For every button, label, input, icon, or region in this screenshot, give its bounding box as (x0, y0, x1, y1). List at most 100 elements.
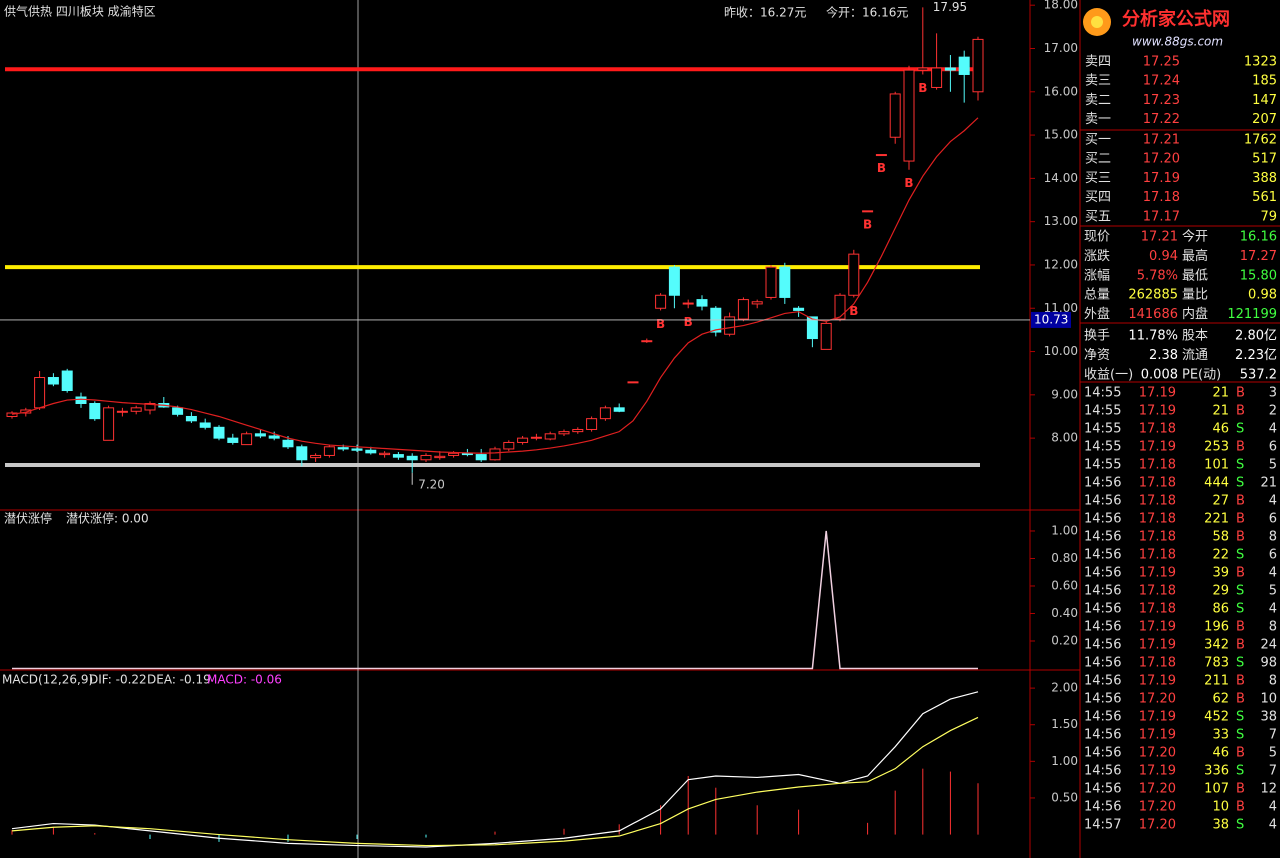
trade-time: 14:56 (1084, 638, 1121, 653)
y-tick-label: 10.00 (1044, 344, 1078, 358)
annotation: 昨收：16.27元 (724, 6, 806, 20)
trade-time: 14:56 (1084, 728, 1121, 743)
macd-value: MACD: -0.06 (207, 673, 282, 687)
candle-body (793, 307, 805, 311)
macd-line (11, 716, 979, 847)
y-tick-label: 2.00 (1051, 681, 1078, 695)
trade-volume: 86 (1212, 602, 1229, 617)
book-volume: 388 (1252, 171, 1277, 186)
stat-label: 流通 (1182, 348, 1208, 363)
trade-price: 17.20 (1139, 746, 1176, 761)
book-volume: 207 (1252, 112, 1277, 127)
trade-side: B (1236, 638, 1245, 653)
candle-body (310, 454, 322, 459)
candle-body (365, 449, 377, 454)
candle-body (199, 422, 211, 428)
book-price: 17.22 (1143, 112, 1180, 127)
y-tick-label: 1.50 (1051, 717, 1078, 731)
candle-body (503, 441, 515, 450)
trade-volume: 101 (1204, 458, 1229, 473)
y-tick-label: 13.00 (1044, 214, 1078, 228)
trade-count: 4 (1269, 422, 1277, 437)
candle-body (862, 210, 874, 213)
y-tick-label: 0.20 (1051, 633, 1078, 647)
ma-line (11, 117, 979, 454)
candle-body (627, 381, 639, 384)
low-label: 7.20 (418, 477, 445, 491)
stat-label: 涨幅 (1084, 268, 1110, 283)
trade-price: 17.18 (1139, 530, 1176, 545)
panel-value: 潜伏涨停: 0.00 (66, 511, 149, 526)
book-price: 17.19 (1143, 171, 1180, 186)
candle-body (351, 448, 363, 451)
book-label: 买四 (1085, 190, 1111, 205)
candle-body (848, 253, 860, 296)
candle-body (572, 428, 584, 433)
trade-count: 38 (1260, 710, 1277, 725)
trade-volume: 27 (1212, 494, 1229, 509)
candle-body (406, 455, 418, 461)
trade-price: 17.19 (1139, 638, 1176, 653)
book-volume: 185 (1252, 74, 1277, 89)
trade-price: 17.19 (1139, 674, 1176, 689)
stat-label: 收益(一) (1084, 367, 1133, 382)
trade-volume: 21 (1212, 404, 1229, 419)
y-tick-label: 12.00 (1044, 257, 1078, 271)
trade-side: B (1236, 674, 1245, 689)
trade-time: 14:56 (1084, 764, 1121, 779)
candle-body (696, 299, 708, 307)
trade-price: 17.18 (1139, 656, 1176, 671)
stat-value: 17.21 (1141, 230, 1178, 245)
trade-price: 17.18 (1139, 458, 1176, 473)
candle-body (434, 455, 446, 459)
trade-count: 24 (1260, 638, 1277, 653)
trade-time: 14:56 (1084, 602, 1121, 617)
trade-price: 17.19 (1139, 728, 1176, 743)
stat-label: 外盘 (1084, 306, 1110, 322)
candle-body (103, 407, 115, 441)
stat-value: 2.80亿 (1235, 329, 1277, 344)
candle-body (751, 301, 763, 305)
trade-time: 14:56 (1084, 476, 1121, 491)
trade-volume: 39 (1212, 566, 1229, 581)
stat-label: 今开 (1182, 229, 1208, 245)
stat-label: 换手 (1084, 329, 1110, 344)
trade-side: S (1236, 476, 1244, 491)
book-label: 卖一 (1085, 112, 1111, 127)
trade-side: B (1236, 440, 1245, 455)
stat-value: 17.27 (1240, 249, 1277, 264)
logo-icon (1091, 16, 1103, 28)
y-tick-label: 1.00 (1051, 523, 1078, 537)
trade-count: 8 (1269, 530, 1277, 545)
book-volume: 1323 (1244, 55, 1277, 70)
trade-count: 7 (1269, 728, 1277, 743)
trade-side: B (1236, 530, 1245, 545)
trade-volume: 196 (1204, 620, 1229, 635)
trade-price: 17.18 (1139, 512, 1176, 527)
trade-time: 14:56 (1084, 512, 1121, 527)
stat-label: 量比 (1182, 288, 1208, 303)
trade-volume: 444 (1204, 476, 1229, 491)
candle-body (47, 377, 59, 385)
candle-body (779, 266, 791, 298)
y-tick-label: 1.00 (1051, 754, 1078, 768)
trade-price: 17.20 (1139, 692, 1176, 707)
y-tick-label: 17.00 (1044, 41, 1078, 55)
logo-title: 分析家公式网 (1122, 8, 1230, 30)
stat-value: 11.78% (1128, 329, 1178, 344)
candle-body (268, 435, 280, 439)
book-volume: 79 (1260, 209, 1277, 224)
trade-side: B (1236, 404, 1245, 419)
stat-value: 16.16 (1240, 230, 1277, 245)
stat-value: 141686 (1128, 307, 1178, 322)
signal-label: B (656, 317, 665, 331)
book-label: 买三 (1085, 171, 1111, 186)
stat-value: 121199 (1227, 307, 1277, 322)
signal-label: B (877, 161, 886, 175)
candle-body (834, 294, 846, 320)
book-label: 买二 (1085, 152, 1111, 167)
candle-body (75, 396, 87, 404)
candle-body (655, 294, 667, 309)
trade-volume: 38 (1212, 818, 1229, 833)
trade-count: 4 (1269, 818, 1277, 833)
